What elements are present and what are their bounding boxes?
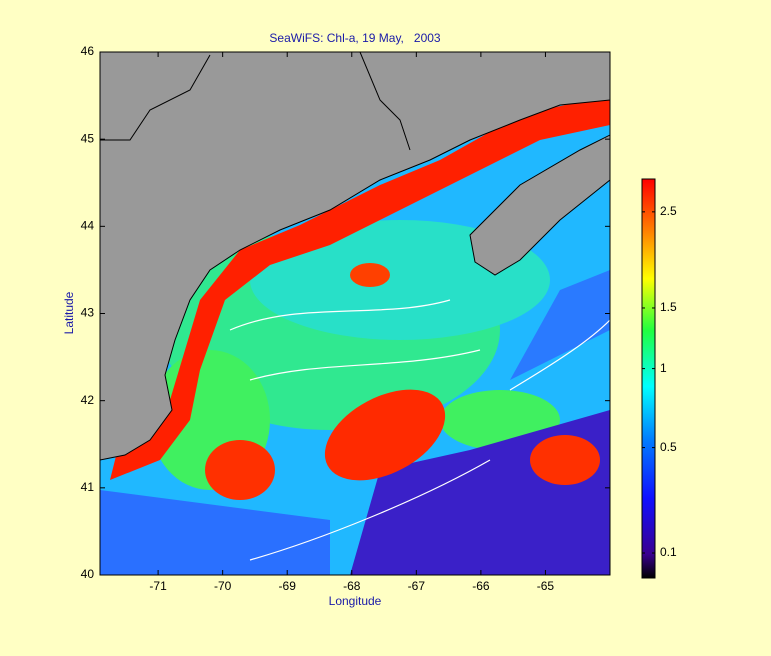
y-tick-label: 40 [81, 567, 95, 581]
y-tick-label: 41 [81, 480, 95, 494]
x-tick-label: -71 [149, 579, 167, 593]
colorbar-tick-label: 0.1 [660, 545, 677, 559]
x-tick-label: -69 [279, 579, 297, 593]
map-image [100, 52, 610, 575]
x-tick-label: -68 [343, 579, 361, 593]
y-tick-label: 46 [81, 44, 95, 58]
y-tick-label: 44 [81, 219, 95, 233]
chl-high [324, 389, 446, 481]
land [469, 134, 610, 276]
bathymetry-contour [229, 299, 610, 561]
border [100, 52, 411, 151]
chl-high [350, 263, 390, 287]
chl-high [110, 95, 610, 480]
colorbar-tick-label: 1.5 [660, 300, 677, 314]
chl-high [530, 435, 600, 485]
y-tick-label: 43 [81, 306, 95, 320]
colorbar-tick-label: 2.5 [660, 204, 677, 218]
x-axis-label: Longitude [329, 594, 382, 608]
chl-patch [510, 270, 610, 380]
colorbar-tick-label: 1 [660, 361, 667, 375]
colorbar-tick-label: 0.5 [660, 440, 677, 454]
x-tick-label: -66 [472, 579, 490, 593]
chart-title: SeaWiFS: Chl-a, 19 May, 2003 [269, 31, 441, 45]
x-tick-label: -67 [408, 579, 426, 593]
y-axis-label: Latitude [62, 291, 76, 334]
x-tick-label: -65 [537, 579, 555, 593]
colorbar [641, 178, 656, 579]
y-tick-label: 45 [81, 131, 95, 145]
land [100, 52, 610, 461]
chl-high [205, 440, 275, 500]
y-tick-label: 42 [81, 393, 95, 407]
x-tick-label: -70 [214, 579, 232, 593]
